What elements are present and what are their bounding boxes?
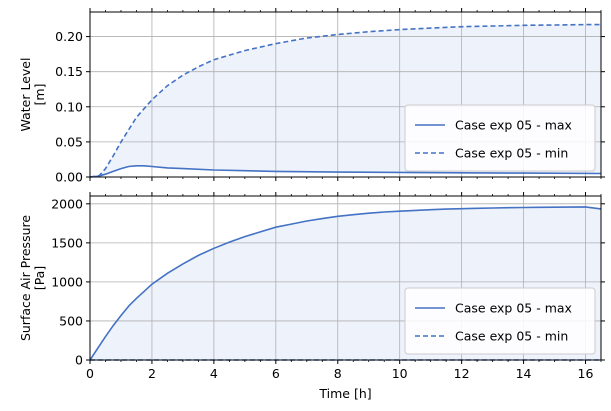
series-line-min bbox=[89, 23, 601, 178]
y-axis-label: Water Level [m] bbox=[18, 58, 47, 132]
y-tick-label: 0.20 bbox=[55, 29, 83, 44]
y-axis-label-line: [Pa] bbox=[32, 266, 47, 290]
y-tick-label: 1500 bbox=[51, 235, 83, 250]
axes-frame bbox=[89, 11, 602, 178]
y-axis-label-line: [m] bbox=[32, 84, 47, 106]
chart-panel-top: 0.00 0.05 0.10 0.15 0.20 Water Level [m] Case e… bbox=[18, 8, 605, 185]
y-tick-label: 0.10 bbox=[55, 99, 83, 114]
y-tick-label: 1000 bbox=[51, 274, 83, 289]
legend-label: Case exp 05 - max bbox=[455, 118, 572, 133]
x-tick-label: 10 bbox=[392, 366, 408, 381]
y-tick-label: 0.15 bbox=[55, 64, 83, 79]
y-tick-label: 0.00 bbox=[55, 170, 83, 185]
y-tick-label: 0 bbox=[75, 353, 83, 368]
x-axis-label: Time [h] bbox=[318, 386, 371, 401]
x-tick-label: 8 bbox=[334, 366, 342, 381]
chart-panel-bottom: 0 500 1000 1500 2000 0 2 4 6 8 10 12 14 16 Surface Air… bbox=[18, 192, 605, 401]
x-tick-label: 0 bbox=[86, 366, 94, 381]
x-tick-label: 2 bbox=[148, 366, 156, 381]
x-tick-label: 12 bbox=[454, 366, 470, 381]
y-tick-label: 500 bbox=[59, 313, 83, 328]
axes-frame bbox=[89, 195, 602, 361]
y-tick-label: 0.05 bbox=[55, 134, 83, 149]
legend: Case exp 05 - max Case exp 05 - min bbox=[404, 104, 596, 172]
x-tick-label: 14 bbox=[516, 366, 532, 381]
y-axis-label-line: Water Level bbox=[18, 58, 33, 132]
y-axis-label: Surface Air Pressure [Pa] bbox=[18, 215, 47, 341]
legend-label: Case exp 05 - min bbox=[455, 146, 568, 161]
y-tick-label: 2000 bbox=[51, 196, 83, 211]
series-line-max bbox=[89, 206, 602, 361]
legend: Case exp 05 - max Case exp 05 - min bbox=[404, 287, 596, 355]
x-tick-label: 4 bbox=[210, 366, 218, 381]
legend-label: Case exp 05 - max bbox=[455, 301, 572, 316]
x-tick-label: 16 bbox=[578, 366, 594, 381]
x-tick-label: 6 bbox=[272, 366, 280, 381]
legend-label: Case exp 05 - min bbox=[455, 329, 568, 344]
legend-box bbox=[404, 287, 596, 355]
series-line-max bbox=[89, 165, 602, 178]
y-axis-label-line: Surface Air Pressure bbox=[18, 215, 33, 341]
legend-box bbox=[404, 104, 596, 172]
